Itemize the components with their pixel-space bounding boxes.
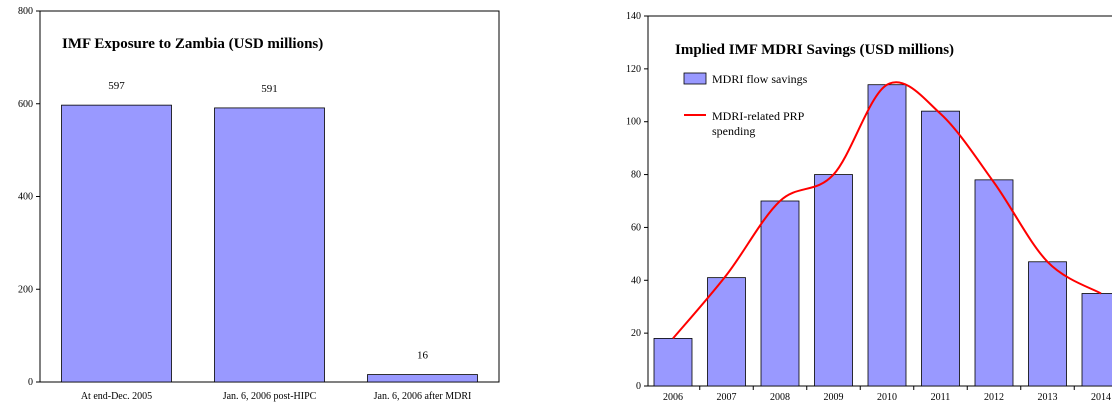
bar: [61, 104, 172, 383]
bar: [814, 174, 853, 387]
y-tick-label: 100: [626, 117, 641, 128]
category-label: 2010: [877, 392, 897, 403]
category-label: 2006: [663, 392, 683, 403]
data-label: 591: [261, 83, 278, 95]
category-label: 2012: [984, 392, 1004, 403]
exposure-chart: IMF Exposure to Zambia (USD millions) 0 2…: [18, 6, 500, 402]
bar: [760, 200, 800, 387]
bar: [1028, 261, 1067, 387]
y-tick-label: 120: [626, 64, 641, 75]
bar: [974, 179, 1014, 387]
category-label: 2014: [1091, 392, 1111, 403]
y-tick-label: 60: [631, 222, 641, 233]
mdri-bars: [653, 84, 1112, 387]
mdri-legend: MDRI flow savings MDRI-related PRP spend…: [683, 72, 808, 138]
category-label: 2008: [770, 392, 790, 403]
mdri-prp-line: [672, 81, 1102, 340]
mdri-x-axis: 2006 2007 2008 2009 2010 2011 2012 2013 2014: [663, 386, 1111, 403]
data-label: 16: [417, 350, 429, 362]
bar: [214, 107, 325, 383]
bar: [1081, 293, 1112, 387]
mdri-savings-chart: Implied IMF MDRI Savings (USD millions) …: [626, 11, 1112, 403]
category-label: Jan. 6, 2006 after MDRI: [374, 391, 472, 402]
prp-spending-line: [672, 81, 1102, 340]
mdri-y-axis: 0 20 40 60 80 100 120 140: [626, 11, 648, 392]
mdri-chart-title: Implied IMF MDRI Savings (USD millions): [675, 42, 954, 58]
exposure-x-axis: At end-Dec. 2005 Jan. 6, 2006 post-HIPC Ja…: [81, 391, 472, 402]
exposure-data-labels: 597 591 16: [108, 80, 428, 361]
bar: [653, 338, 693, 387]
category-label: 2011: [931, 392, 951, 403]
category-label: Jan. 6, 2006 post-HIPC: [223, 391, 317, 402]
bar: [707, 277, 746, 387]
y-tick-label: 600: [18, 99, 33, 110]
exposure-y-axis: 0 200 400 600 800: [18, 6, 40, 388]
y-tick-label: 0: [636, 381, 641, 392]
category-label: 2009: [824, 392, 844, 403]
legend-swatch-bars: [683, 72, 707, 85]
y-tick-label: 140: [626, 11, 641, 22]
y-tick-label: 40: [631, 275, 641, 286]
y-tick-label: 200: [18, 284, 33, 295]
bar: [367, 374, 478, 383]
legend-label-line: MDRI-related PRP spending: [712, 109, 807, 138]
exposure-bars: [61, 104, 478, 383]
y-tick-label: 20: [631, 328, 641, 339]
data-label: 597: [108, 80, 125, 92]
y-tick-label: 800: [18, 6, 33, 17]
y-tick-label: 400: [18, 192, 33, 203]
category-label: 2013: [1038, 392, 1058, 403]
y-tick-label: 0: [28, 377, 33, 388]
legend-label-bars: MDRI flow savings: [712, 72, 808, 86]
y-tick-label: 80: [631, 170, 641, 181]
category-label: At end-Dec. 2005: [81, 391, 152, 402]
bar: [921, 110, 960, 387]
category-label: 2007: [717, 392, 737, 403]
bar: [867, 84, 907, 387]
exposure-chart-title: IMF Exposure to Zambia (USD millions): [62, 36, 323, 52]
